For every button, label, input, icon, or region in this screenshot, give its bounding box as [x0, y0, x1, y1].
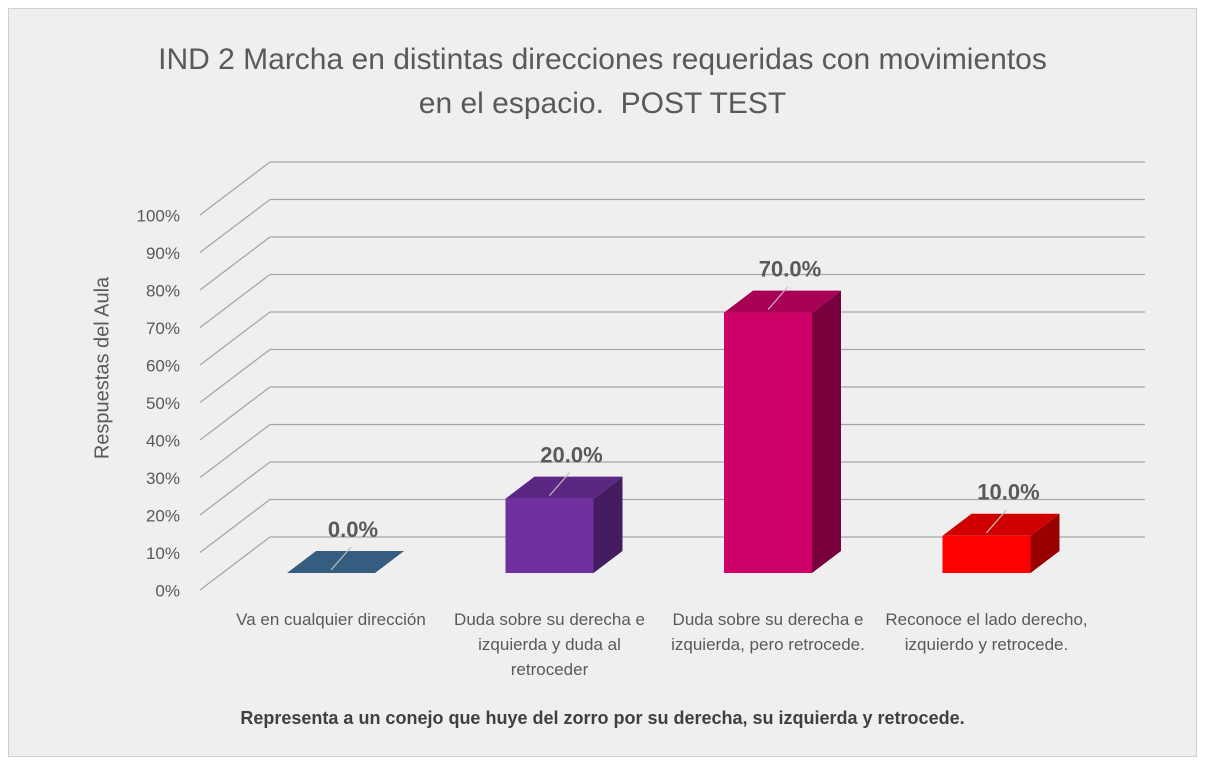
data-label: 0.0%: [328, 517, 378, 542]
bar-top: [505, 476, 623, 499]
leader-line: [986, 509, 1007, 534]
y-tick-label: 10%: [146, 544, 180, 563]
y-tick-label: 100%: [137, 206, 180, 225]
y-tick-label: 90%: [146, 244, 180, 263]
grid-line-side: [199, 461, 271, 516]
chart-title: IND 2 Marcha en distintas direcciones re…: [158, 43, 1047, 120]
y-tick-label: 30%: [146, 469, 180, 488]
bar-side: [593, 476, 623, 573]
grid-line-side: [199, 161, 271, 216]
bar-front: [505, 498, 594, 573]
bar-front: [724, 312, 812, 573]
y-tick-label: 60%: [146, 356, 180, 375]
leader-line: [767, 286, 789, 310]
grid-line-side: [199, 423, 271, 479]
x-axis-label: Representa a un conejo que huye del zorr…: [240, 708, 965, 728]
bar: [287, 551, 404, 573]
grid-line-side: [199, 273, 271, 329]
y-tick-label: 40%: [146, 431, 180, 450]
grid-line-side: [199, 311, 271, 366]
bar: [505, 476, 623, 573]
bar-top: [942, 513, 1060, 536]
x-tick-label: Va en cualquier dirección: [236, 610, 426, 629]
x-tick-label: Duda sobre su derecha e izquierda, pero …: [671, 610, 865, 654]
y-axis-label: Respuestas del Aula: [91, 276, 113, 459]
bar-side: [812, 290, 841, 573]
data-label: 10.0%: [977, 480, 1039, 505]
bar: [724, 290, 841, 573]
bar-top: [724, 290, 841, 313]
y-tick-label: 50%: [146, 394, 180, 413]
y-tick-label: 0%: [155, 581, 180, 600]
leader-line: [330, 546, 352, 571]
bar-front: [942, 535, 1031, 573]
x-tick-label: Reconoce el lado derecho, izquierdo y re…: [885, 610, 1088, 654]
bar-top: [287, 551, 404, 573]
data-label: 20.0%: [540, 442, 602, 467]
bar: [942, 513, 1060, 573]
data-label: 70.0%: [759, 256, 821, 281]
grid-line-side: [199, 536, 271, 591]
leader-line: [549, 472, 570, 496]
grid-line-side: [199, 236, 271, 291]
grid-line-side: [199, 348, 271, 404]
y-tick-label: 80%: [146, 281, 180, 300]
grid-line-side: [199, 498, 271, 554]
grid-line-side: [199, 386, 271, 441]
y-tick-label: 70%: [146, 319, 180, 338]
grid-line-side: [199, 198, 271, 254]
bar-side: [1030, 513, 1060, 573]
x-tick-label: Duda sobre su derecha e izquierda y duda…: [454, 610, 645, 679]
chart-area: [8, 8, 1197, 757]
y-tick-label: 20%: [146, 506, 180, 525]
